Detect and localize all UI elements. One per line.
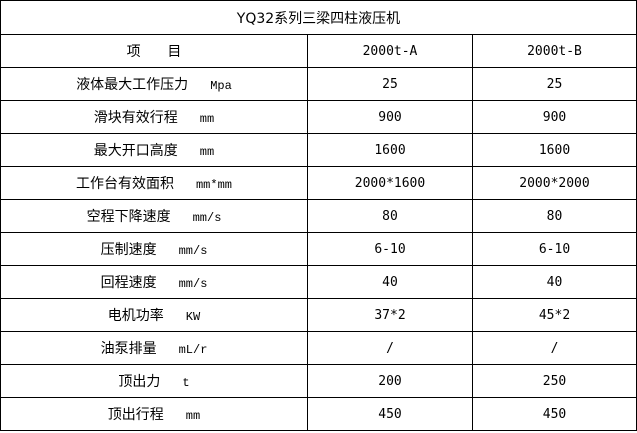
row-label: 空程下降速度 mm/s (0, 199, 308, 233)
param-name: 顶出行程 (107, 407, 164, 423)
value-a: 450 (307, 397, 473, 431)
table-row: 回程速度 mm/s 40 40 (0, 265, 637, 299)
param-name: 工作台有效面积 (75, 176, 174, 192)
param-name: 滑块有效行程 (93, 110, 178, 126)
value-a: 40 (307, 265, 473, 299)
table-row: 顶出力 t 200 250 (0, 364, 637, 398)
param-name: 顶出力 (118, 374, 161, 390)
row-label: 回程速度 mm/s (0, 265, 308, 299)
param-unit: mm (199, 112, 215, 126)
value-b: 250 (472, 364, 637, 398)
value-b: 900 (472, 100, 637, 134)
value-b: 40 (472, 265, 637, 299)
value-b: 1600 (472, 133, 637, 167)
value-a: 80 (307, 199, 473, 233)
header-row: 项 目 2000t-A 2000t-B (0, 34, 637, 68)
param-name: 液体最大工作压力 (76, 77, 189, 93)
row-label: 顶出行程 mm (0, 397, 308, 431)
param-unit: mm (199, 145, 215, 159)
table-row: 电机功率 KW 37*2 45*2 (0, 298, 637, 332)
value-a: 25 (307, 67, 473, 101)
value-b: 45*2 (472, 298, 637, 332)
table-row: 顶出行程 mm 450 450 (0, 397, 637, 431)
table-row: 工作台有效面积 mm*mm 2000*1600 2000*2000 (0, 166, 637, 200)
value-a: 37*2 (307, 298, 473, 332)
param-unit: KW (185, 310, 201, 324)
param-unit: Mpa (210, 79, 232, 93)
row-label: 液体最大工作压力 Mpa (0, 67, 308, 101)
value-b: 2000*2000 (472, 166, 637, 200)
row-label: 滑块有效行程 mm (0, 100, 308, 134)
param-unit: mm/s (178, 244, 208, 258)
param-unit: mm (185, 409, 201, 423)
value-a: 1600 (307, 133, 473, 167)
param-unit: mm/s (192, 211, 222, 225)
param-name: 最大开口高度 (93, 143, 178, 159)
param-name: 空程下降速度 (86, 209, 171, 225)
param-unit: mm/s (178, 277, 208, 291)
table-row: 油泵排量 mL/r / / (0, 331, 637, 365)
row-label: 顶出力 t (0, 364, 308, 398)
table-title: YQ32系列三梁四柱液压机 (0, 0, 637, 35)
row-label: 油泵排量 mL/r (0, 331, 308, 365)
value-b: / (472, 331, 637, 365)
row-label: 电机功率 KW (0, 298, 308, 332)
table-row: 液体最大工作压力 Mpa 25 25 (0, 67, 637, 101)
value-b: 6-10 (472, 232, 637, 266)
value-a: / (307, 331, 473, 365)
value-b: 80 (472, 199, 637, 233)
param-name: 压制速度 (100, 242, 157, 258)
param-name: 油泵排量 (100, 341, 157, 357)
value-b: 25 (472, 67, 637, 101)
header-col-b: 2000t-B (472, 34, 637, 68)
header-col-a: 2000t-A (307, 34, 473, 68)
table-row: 最大开口高度 mm 1600 1600 (0, 133, 637, 167)
param-unit: mL/r (178, 343, 208, 357)
value-b: 450 (472, 397, 637, 431)
param-unit: mm*mm (195, 178, 232, 192)
header-item: 项 目 (0, 34, 308, 68)
row-label: 最大开口高度 mm (0, 133, 308, 167)
value-a: 200 (307, 364, 473, 398)
param-name: 回程速度 (100, 275, 157, 291)
table-row: 空程下降速度 mm/s 80 80 (0, 199, 637, 233)
title-row: YQ32系列三梁四柱液压机 (0, 0, 637, 35)
param-name: 电机功率 (107, 308, 164, 324)
row-label: 压制速度 mm/s (0, 232, 308, 266)
value-a: 2000*1600 (307, 166, 473, 200)
value-a: 900 (307, 100, 473, 134)
table-row: 滑块有效行程 mm 900 900 (0, 100, 637, 134)
table-row: 压制速度 mm/s 6-10 6-10 (0, 232, 637, 266)
value-a: 6-10 (307, 232, 473, 266)
param-unit: t (182, 376, 190, 390)
row-label: 工作台有效面积 mm*mm (0, 166, 308, 200)
